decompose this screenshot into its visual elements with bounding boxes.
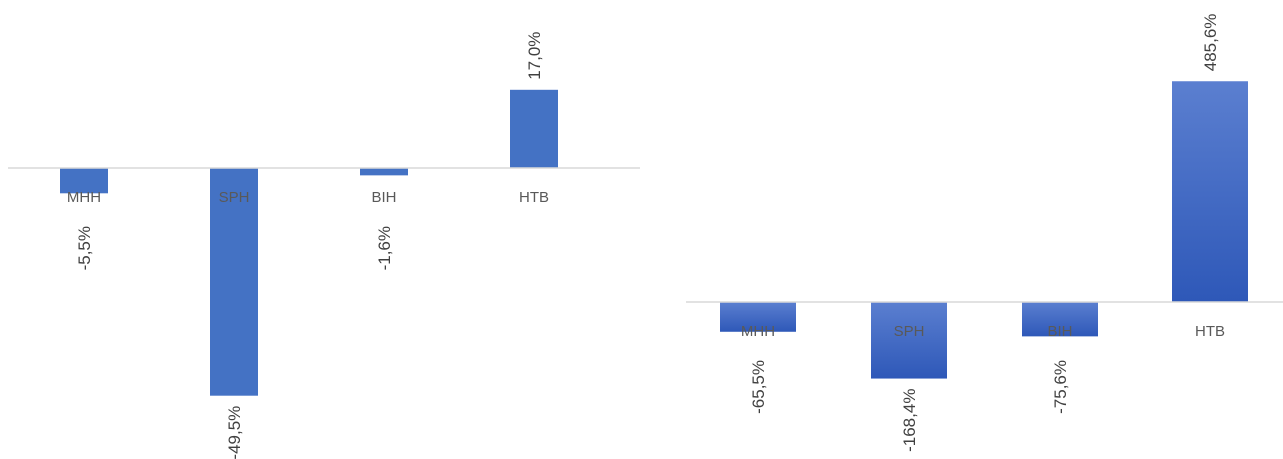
category-label: HTB	[1195, 323, 1225, 340]
chart-right: MHH SPH BIH HTB -65,5% -168,4% -75,6% 485,6%	[686, 14, 1283, 452]
category-label: BIH	[1047, 323, 1072, 340]
bar-htb	[510, 89, 558, 168]
data-label: -168,4%	[900, 389, 919, 452]
data-label: -5,5%	[75, 226, 94, 270]
category-label: MHH	[67, 189, 101, 206]
category-label: BIH	[371, 189, 396, 206]
data-label: -49,5%	[225, 406, 244, 459]
bar-bih	[1022, 302, 1098, 337]
bar-mhh	[60, 168, 108, 194]
data-label: 485,6%	[1201, 14, 1220, 72]
data-label: -1,6%	[375, 226, 394, 270]
category-label: MHH	[741, 323, 775, 340]
bar-htb	[1172, 81, 1248, 302]
bar-sph	[210, 168, 258, 396]
bar-bih	[360, 168, 408, 176]
category-label: SPH	[219, 189, 250, 206]
bar-sph	[871, 302, 947, 379]
data-label: -65,5%	[749, 360, 768, 414]
bar-mhh	[720, 302, 796, 332]
data-label: -75,6%	[1051, 360, 1070, 414]
chart-left: MHH SPH BIH HTB -5,5% -49,5% -1,6% 17,0%	[8, 32, 640, 459]
category-label: HTB	[519, 189, 549, 206]
data-label: 17,0%	[525, 32, 544, 80]
category-label: SPH	[894, 323, 925, 340]
